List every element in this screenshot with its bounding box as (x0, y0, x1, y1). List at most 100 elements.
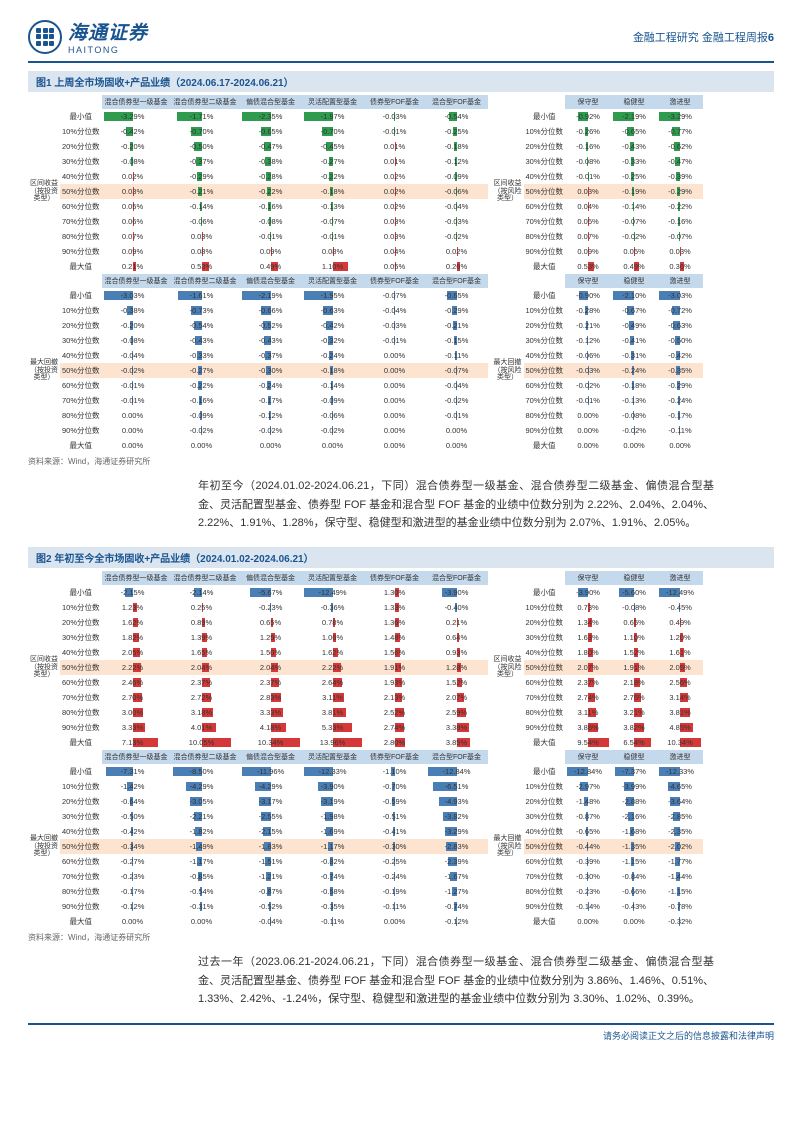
data-cell: -0.37% (240, 348, 302, 363)
row-label: 70%分位数 (60, 869, 102, 884)
data-cell: -3.64% (657, 794, 703, 809)
row-label: 最大值 (60, 735, 102, 750)
data-cell: -2.19% (240, 288, 302, 303)
data-cell: -0.01% (102, 378, 171, 393)
col-header: 灵活配置型基金 (302, 571, 364, 585)
data-cell: 0.00% (102, 914, 171, 929)
data-cell: -1.67% (426, 869, 488, 884)
data-cell: -0.04% (364, 303, 426, 318)
row-label: 最大值 (524, 914, 566, 929)
data-cell: 3.18% (171, 705, 240, 720)
row-label: 80%分位数 (524, 229, 566, 244)
data-cell: 0.00% (364, 348, 426, 363)
data-cell: -0.12% (565, 333, 611, 348)
data-cell: -3.90% (302, 779, 364, 794)
data-cell: -0.30% (364, 839, 426, 854)
col-header: 稳健型 (611, 571, 657, 585)
data-cell: -0.12% (426, 154, 488, 169)
data-cell: 0.00% (240, 438, 302, 453)
row-label: 50%分位数 (524, 839, 566, 854)
row-label: 70%分位数 (524, 214, 566, 229)
data-cell: -2.97% (565, 779, 611, 794)
category-label: 区间收益（按投资类型） (28, 109, 60, 274)
data-cell: -0.41% (611, 333, 657, 348)
row-label: 10%分位数 (60, 124, 102, 139)
data-cell: 0.00% (102, 408, 171, 423)
data-cell: 6.54% (611, 735, 657, 750)
data-cell: -0.19% (611, 184, 657, 199)
data-cell: -12.33% (657, 764, 703, 779)
data-cell: -0.01% (364, 124, 426, 139)
data-cell: 3.21% (611, 705, 657, 720)
row-label: 10%分位数 (524, 124, 566, 139)
row-label: 30%分位数 (60, 809, 102, 824)
data-cell: -0.58% (302, 884, 364, 899)
data-cell: -12.33% (302, 764, 364, 779)
data-cell: -3.19% (302, 794, 364, 809)
data-cell: -3.29% (657, 109, 703, 124)
data-cell: -0.22% (302, 169, 364, 184)
data-cell: -0.35% (657, 363, 703, 378)
row-label: 70%分位数 (524, 869, 566, 884)
data-cell: -0.07% (657, 229, 703, 244)
data-cell: -2.02% (657, 839, 703, 854)
data-cell: 3.11% (302, 690, 364, 705)
data-cell: 0.02% (426, 244, 488, 259)
col-header: 保守型 (565, 95, 611, 109)
category-label: 最大回撤（按投资类型） (28, 288, 60, 453)
data-cell: -0.01% (302, 229, 364, 244)
data-cell: 1.56% (364, 645, 426, 660)
row-label: 最小值 (60, 288, 102, 303)
data-cell: -0.12% (102, 899, 171, 914)
data-cell: -0.16% (657, 214, 703, 229)
data-cell: -0.45% (657, 600, 703, 615)
row-label: 60%分位数 (60, 199, 102, 214)
data-cell: -0.50% (171, 139, 240, 154)
data-cell: 0.05% (102, 199, 171, 214)
data-cell: -0.39% (657, 169, 703, 184)
row-label: 90%分位数 (524, 720, 566, 735)
data-cell: -0.02% (426, 229, 488, 244)
data-cell: -1.51% (240, 854, 302, 869)
data-cell: -3.82% (426, 809, 488, 824)
col-header: 混合债券型二级基金 (171, 571, 240, 585)
row-label: 60%分位数 (60, 675, 102, 690)
data-cell: 4.01% (171, 720, 240, 735)
data-cell: 1.48% (364, 630, 426, 645)
data-cell: -0.74% (302, 869, 364, 884)
data-cell: 0.65% (240, 615, 302, 630)
data-cell: -1.44% (657, 869, 703, 884)
data-cell: -0.28% (565, 303, 611, 318)
data-cell: 0.26% (426, 259, 488, 274)
data-cell: -7.31% (102, 764, 171, 779)
data-cell: -0.09% (426, 169, 488, 184)
row-label: 最大值 (60, 259, 102, 274)
row-label: 20%分位数 (60, 615, 102, 630)
row-label: 90%分位数 (60, 899, 102, 914)
row-label: 50%分位数 (60, 184, 102, 199)
row-label: 70%分位数 (524, 393, 566, 408)
row-label: 60%分位数 (60, 378, 102, 393)
data-cell: -1.35% (611, 839, 657, 854)
figure1-tables: 混合债券型一级基金混合债券型二级基金偏债混合型基金灵活配置型基金债券型FOF基金… (28, 95, 774, 453)
col-header: 激进型 (657, 571, 703, 585)
data-cell: -0.01% (364, 333, 426, 348)
data-cell: 5.33% (302, 720, 364, 735)
data-cell: 0.06% (102, 214, 171, 229)
row-label: 最大值 (60, 438, 102, 453)
row-label: 20%分位数 (524, 318, 566, 333)
row-label: 60%分位数 (60, 854, 102, 869)
data-cell: -0.33% (611, 154, 657, 169)
data-cell: 0.02% (364, 184, 426, 199)
data-cell: -0.06% (171, 214, 240, 229)
data-cell: 1.61% (657, 645, 703, 660)
data-cell: -0.70% (364, 779, 426, 794)
data-cell: -0.04% (102, 348, 171, 363)
data-cell: -0.23% (240, 600, 302, 615)
data-cell: -0.43% (240, 333, 302, 348)
row-label: 20%分位数 (60, 794, 102, 809)
data-cell: 0.49% (657, 615, 703, 630)
data-cell: -0.01% (565, 393, 611, 408)
row-label: 40%分位数 (524, 645, 566, 660)
data-cell: -0.22% (657, 199, 703, 214)
